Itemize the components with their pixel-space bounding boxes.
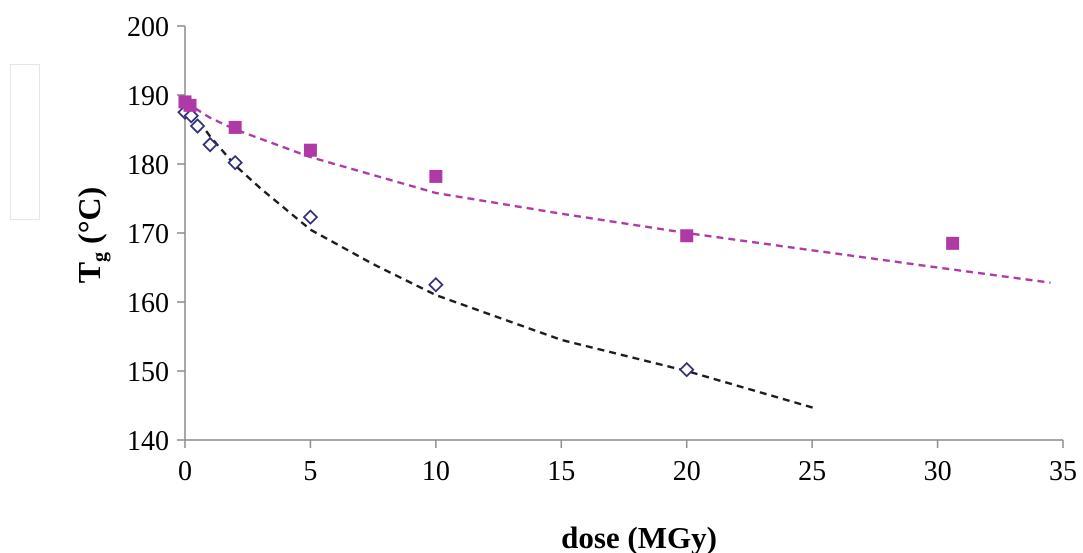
data-points xyxy=(177,95,960,378)
y-tick-label: 180 xyxy=(127,150,169,181)
ticks: 140 150 160 170 180 190 200 0 5 10 15 20 25 30 35 xyxy=(127,12,1077,487)
x-tick-label: 35 xyxy=(1049,456,1077,487)
x-tick-label: 10 xyxy=(422,456,450,487)
x-tick-label: 0 xyxy=(178,456,192,487)
data-point-diamond xyxy=(428,276,444,293)
y-tick-label: 140 xyxy=(127,426,169,457)
trendline-series-1 xyxy=(184,101,818,411)
legend-placeholder-box xyxy=(10,64,40,220)
trendlines xyxy=(184,100,1051,411)
y-tick-label: 200 xyxy=(127,12,169,43)
trendline-series-2 xyxy=(184,100,1051,284)
x-tick-label: 15 xyxy=(547,456,575,487)
y-axis-title-sub: g xyxy=(89,252,111,262)
data-point-diamond xyxy=(678,361,695,378)
x-tick-label: 5 xyxy=(303,456,317,487)
x-tick-label: 20 xyxy=(673,456,701,487)
y-tick-label: 150 xyxy=(127,357,169,388)
y-tick-label: 160 xyxy=(127,288,169,319)
x-axis-title: dose (MGy) xyxy=(561,520,717,553)
axes xyxy=(184,26,1063,441)
svg-text:Tg (°C): Tg (°C) xyxy=(71,187,111,284)
data-point-diamond xyxy=(302,209,319,225)
data-point-diamond xyxy=(189,118,206,134)
y-tick-label: 170 xyxy=(127,219,169,250)
y-axis-title-rest: (°C) xyxy=(71,187,107,252)
x-tick-label: 25 xyxy=(798,456,826,487)
x-tick-label: 30 xyxy=(924,456,952,487)
data-point-square xyxy=(303,143,317,157)
data-point-diamond xyxy=(227,154,243,171)
data-point-diamond xyxy=(202,136,218,153)
y-axis-title-main: T xyxy=(71,262,107,283)
data-point-square xyxy=(228,120,242,134)
data-point-square xyxy=(680,229,694,243)
data-point-square xyxy=(946,236,960,250)
data-point-square xyxy=(429,169,443,183)
y-axis-title: Tg (°C) xyxy=(71,187,111,284)
y-tick-label: 190 xyxy=(127,81,169,112)
data-point-diamond xyxy=(183,107,200,124)
data-point-square xyxy=(183,98,197,112)
